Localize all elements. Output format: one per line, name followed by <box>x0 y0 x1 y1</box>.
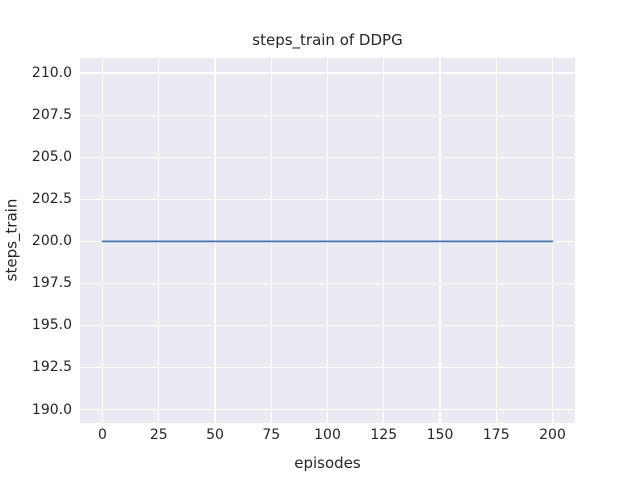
x-tick-label: 150 <box>426 427 454 443</box>
x-tick-label: 175 <box>482 427 510 443</box>
data-line <box>101 240 554 243</box>
chart-title: steps_train of DDPG <box>252 31 403 49</box>
y-tick-label: 195.0 <box>31 317 72 334</box>
y-tick-label: 205.0 <box>31 149 72 166</box>
gridline-horizontal <box>80 156 575 158</box>
gridline-horizontal <box>80 72 575 74</box>
x-tick-label: 125 <box>370 427 398 443</box>
y-tick-label: 192.5 <box>31 359 72 376</box>
x-tick-label: 25 <box>149 427 168 443</box>
gridline-horizontal <box>80 198 575 200</box>
y-tick-label: 207.5 <box>31 107 72 124</box>
y-tick-label: 197.5 <box>31 275 72 292</box>
x-tick-label: 75 <box>262 427 281 443</box>
y-tick-label: 210.0 <box>31 65 72 82</box>
x-tick-label: 100 <box>314 427 341 443</box>
gridline-horizontal <box>80 408 575 411</box>
y-tick-label: 202.5 <box>31 191 72 208</box>
plot-area <box>80 58 575 423</box>
y-tick-label: 190.0 <box>31 401 72 418</box>
x-tick-label: 0 <box>98 427 107 443</box>
gridline-horizontal <box>80 282 575 285</box>
x-tick-label: 200 <box>539 427 566 443</box>
gridline-horizontal <box>80 324 575 327</box>
gridline-horizontal <box>80 114 575 116</box>
gridline-horizontal <box>80 366 575 369</box>
x-tick-label: 50 <box>206 427 224 443</box>
x-axis-label: episodes <box>294 454 361 472</box>
y-tick-label: 200.0 <box>31 233 72 250</box>
